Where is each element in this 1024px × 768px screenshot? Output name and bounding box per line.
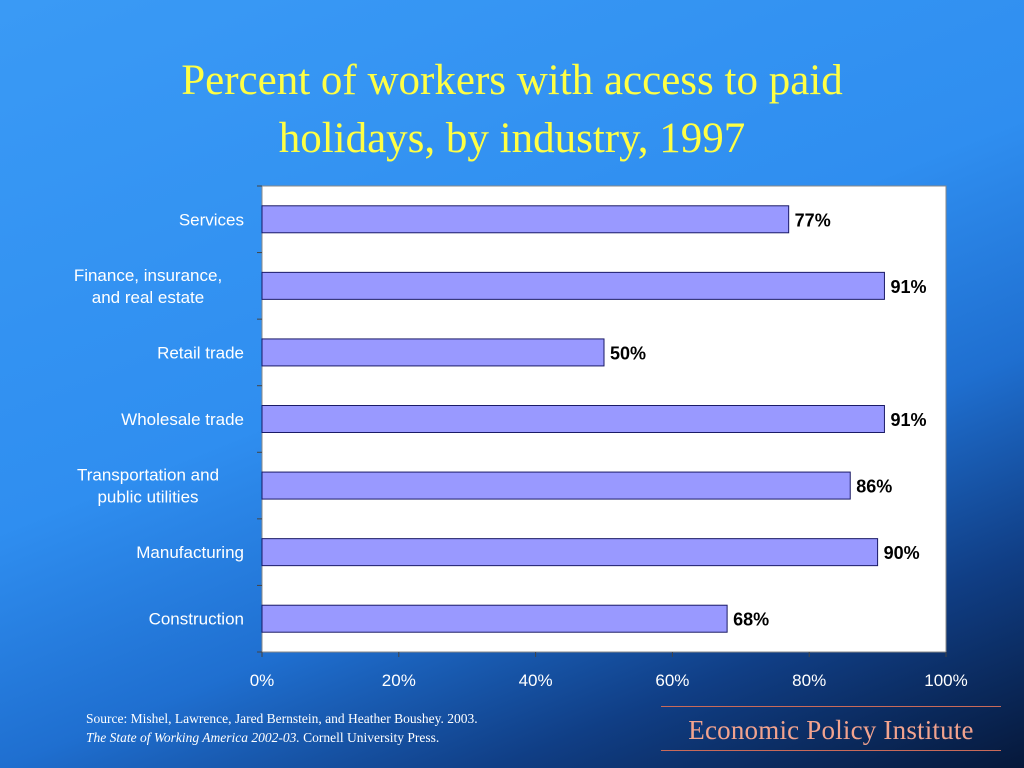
- category-label-line: Retail trade: [157, 343, 244, 362]
- category-label: Manufacturing: [136, 543, 244, 562]
- source-publisher: Cornell University Press.: [299, 730, 440, 745]
- source-note: Source: Mishel, Lawrence, Jared Bernstei…: [86, 709, 478, 747]
- category-label: Finance, insurance, and real estate: [74, 266, 222, 307]
- data-label: 90%: [884, 543, 920, 563]
- chart-title-line-1: Percent of workers with access to paid: [181, 57, 843, 104]
- x-tick-label: 100%: [924, 671, 967, 690]
- category-label-line: public utilities: [97, 488, 198, 507]
- bar: [261, 538, 879, 567]
- bar-chart: 0% 20% 40% 60% 80% 100% 77% Services 91% Finance,…: [74, 185, 967, 690]
- category-label-line: Transportation and: [77, 466, 219, 485]
- x-tick-label: 80%: [792, 671, 826, 690]
- x-tick-label: 40%: [519, 671, 553, 690]
- source-line-2: The State of Working America 2002-03. Co…: [86, 728, 478, 747]
- brand-logo-text: Economic Policy Institute: [661, 706, 1001, 751]
- bar: [261, 405, 885, 433]
- data-label: 68%: [733, 610, 769, 630]
- data-label: 50%: [610, 343, 646, 363]
- source-book-title: The State of Working America 2002-03.: [86, 730, 300, 745]
- data-label: 91%: [890, 277, 926, 297]
- x-tick-label: 20%: [382, 671, 416, 690]
- x-tick-label: 60%: [655, 671, 689, 690]
- x-tick-label: 0%: [250, 671, 275, 690]
- data-label: 91%: [890, 410, 926, 430]
- source-line-1: Source: Mishel, Lawrence, Jared Bernstei…: [86, 711, 478, 726]
- bar: [261, 205, 790, 234]
- category-label: Retail trade: [157, 343, 244, 362]
- bar: [261, 604, 728, 633]
- category-label-line: Construction: [149, 610, 244, 629]
- chart-title-line-2: holidays, by industry, 1997: [278, 115, 746, 162]
- bar: [261, 338, 605, 367]
- category-label: Construction: [149, 610, 244, 629]
- chart-title: Percent of workers with access to paid h…: [60, 52, 964, 168]
- category-label-line: and real estate: [92, 288, 204, 307]
- data-label: 86%: [856, 477, 892, 497]
- category-label: Services: [179, 210, 244, 229]
- category-label-line: Manufacturing: [136, 543, 244, 562]
- bar: [261, 471, 851, 500]
- category-label-line: Services: [179, 210, 244, 229]
- category-label-line: Wholesale trade: [121, 410, 244, 429]
- category-label: Wholesale trade: [121, 410, 244, 429]
- category-label-line: Finance, insurance,: [74, 266, 222, 285]
- bar: [261, 271, 885, 300]
- category-label: Transportation and public utilities: [77, 466, 219, 507]
- data-label: 77%: [795, 210, 831, 230]
